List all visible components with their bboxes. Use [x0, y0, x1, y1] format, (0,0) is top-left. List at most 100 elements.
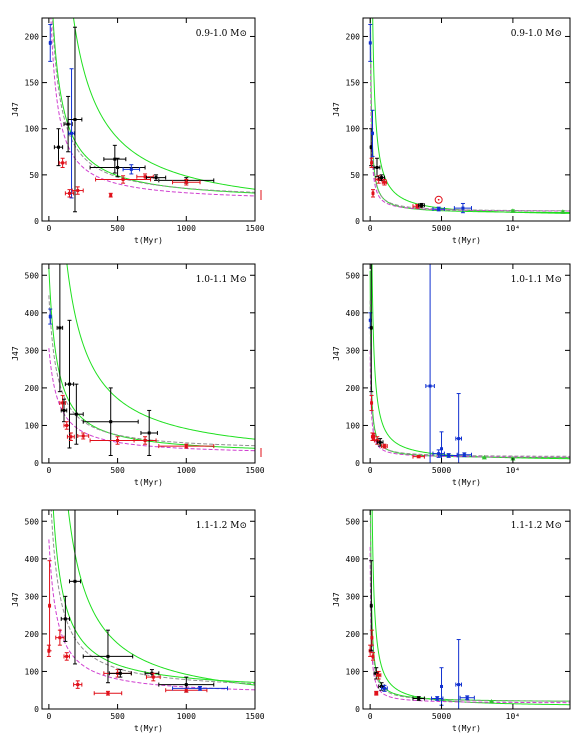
x-tick-label: 1000 [177, 224, 196, 233]
data-point-6 [374, 690, 379, 696]
data-point-10 [412, 696, 425, 701]
x-tick-label: 10⁴ [506, 466, 520, 475]
data-point-16 [172, 178, 201, 186]
data-point-13 [455, 639, 463, 709]
x-tick-label: 1000 [177, 712, 196, 721]
data-point-6 [64, 319, 75, 449]
plot-frame [362, 17, 571, 222]
data-points [368, 560, 494, 709]
plot-frame [41, 17, 256, 222]
data-point-7 [64, 189, 75, 198]
y-tick-label: 300 [346, 346, 361, 355]
chart-panel-3: 0 500 1000 1500 0 100 200 300 400 500 t(Myr) J47 1.0… [11, 263, 265, 487]
y-tick-label: 500 [346, 271, 361, 280]
data-point-5 [63, 421, 70, 430]
data-point-7 [66, 432, 75, 441]
y-tick-label: 0 [355, 705, 360, 714]
model-curve-4 [50, 510, 255, 685]
model-curve-1 [66, 264, 255, 440]
y-tick-label: 50 [350, 171, 360, 180]
data-point-15 [456, 452, 472, 458]
y-tick-label: 300 [346, 592, 361, 601]
y-tick-label: 0 [34, 459, 39, 468]
data-points [368, 264, 516, 463]
x-tick-label: 5000 [432, 712, 451, 721]
plot-frame [362, 263, 571, 464]
y-tick-label: 400 [346, 309, 361, 318]
data-point-14 [459, 695, 475, 701]
x-axis-label: t(Myr) [452, 724, 481, 733]
data-point-16 [172, 685, 229, 691]
data-point-3 [369, 157, 374, 168]
data-point-9 [412, 454, 425, 459]
data-point-8 [68, 383, 84, 445]
chart-panel-5: 0 500 1000 1500 0 100 200 300 400 500 t(Myr) J47 1.1… [11, 509, 265, 733]
panel-title: 0.9-1.0 M⊙ [511, 29, 562, 39]
data-point-15 [488, 698, 494, 704]
data-point-11 [418, 202, 425, 208]
data-point-13 [439, 453, 458, 458]
x-tick-label: 0 [46, 224, 51, 233]
data-point-9 [77, 432, 90, 440]
data-point-7 [376, 438, 384, 447]
data-point-6 [373, 157, 381, 178]
x-tick-label: 5000 [432, 224, 451, 233]
model-curves [48, 264, 255, 452]
data-point-5 [63, 652, 70, 661]
x-tick-label: 0 [368, 466, 373, 475]
data-point-10 [425, 264, 435, 463]
data-point-9 [381, 684, 388, 692]
model-curve-4 [48, 295, 255, 447]
x-tick-label: 500 [110, 224, 125, 233]
model-curve-1 [371, 264, 570, 460]
model-curve-3 [369, 546, 570, 704]
model-curve-4 [51, 18, 255, 193]
data-point-1 [48, 308, 53, 325]
x-tick-label: 0 [46, 712, 51, 721]
model-curves [48, 510, 255, 691]
data-point-4 [370, 109, 375, 157]
data-point-4 [60, 398, 68, 423]
model-curve-3 [369, 350, 570, 458]
model-curve-1 [73, 18, 255, 190]
data-point-15 [560, 209, 566, 214]
data-point-7 [73, 680, 83, 689]
data-point-16 [434, 195, 443, 204]
y-tick-label: 200 [346, 32, 361, 41]
data-point-1 [368, 312, 373, 329]
panel-title: 1.1-1.2 M⊙ [511, 521, 562, 531]
x-tick-label: 1500 [245, 712, 264, 721]
data-point-7 [376, 670, 382, 680]
model-curves [369, 510, 570, 706]
x-tick-label: 500 [110, 712, 125, 721]
data-point-6 [67, 26, 83, 213]
y-tick-label: 150 [346, 79, 361, 88]
x-axis-label: t(Myr) [452, 236, 481, 245]
y-tick-label: 200 [25, 32, 40, 41]
data-point-2 [53, 128, 64, 167]
model-curve-1 [371, 510, 570, 706]
data-point-4 [370, 652, 375, 661]
data-point-3 [369, 394, 374, 411]
data-point-17 [95, 175, 152, 184]
data-point-9 [93, 690, 123, 696]
data-point-14 [158, 443, 215, 449]
data-point-14 [145, 174, 167, 181]
model-curve-3 [48, 348, 255, 452]
plot-frame [362, 509, 571, 710]
x-tick-label: 10⁴ [506, 712, 520, 721]
y-tick-label: 200 [25, 384, 40, 393]
y-tick-label: 0 [34, 217, 39, 226]
data-point-11 [431, 696, 444, 701]
y-tick-label: 100 [25, 125, 40, 134]
y-tick-label: 500 [25, 517, 40, 526]
model-curve-3 [50, 18, 255, 197]
data-point-8 [378, 174, 385, 181]
y-tick-label: 100 [25, 421, 40, 430]
model-curve-2 [48, 267, 255, 449]
y-tick-label: 200 [346, 630, 361, 639]
chart-panel-2: 0 5000 10⁴ 0 50 100 150 200 t(Myr) J47 0.9-1.0 M⊙ [332, 17, 571, 245]
data-point-1 [48, 23, 53, 62]
data-points [48, 23, 215, 213]
data-point-12 [432, 206, 445, 212]
